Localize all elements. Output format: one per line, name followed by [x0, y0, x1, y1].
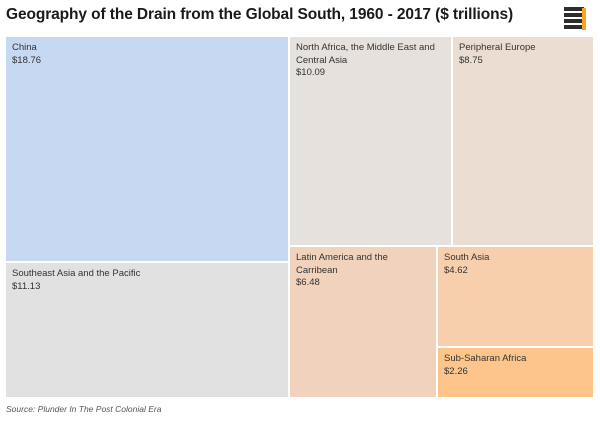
treemap-cell: Southeast Asia and the Pacific $11.13 — [5, 262, 289, 398]
treemap-cell-value: $6.48 — [296, 277, 320, 288]
treemap-cell-label: North Africa, the Middle East and Centra… — [296, 42, 435, 66]
treemap-cell: South Asia $4.62 — [437, 246, 594, 347]
treemap-cell-label: Latin America and the Carribean — [296, 252, 388, 276]
treemap-cell: Peripheral Europe $8.75 — [452, 36, 594, 246]
treemap-cell-label: Southeast Asia and the Pacific — [12, 268, 141, 279]
chart-title: Geography of the Drain from the Global S… — [6, 6, 514, 23]
treemap-cell-value: $10.09 — [296, 67, 326, 78]
treemap-cell: China $18.76 — [5, 36, 289, 262]
treemap-cell: Latin America and the Carribean $6.48 — [289, 246, 437, 398]
treemap-cell-label: China — [12, 42, 37, 53]
source-note: Source: Plunder In The Post Colonial Era — [6, 404, 162, 414]
treemap-cell-label: Sub-Saharan Africa — [444, 353, 527, 364]
treemap-cell-value: $2.26 — [444, 365, 468, 377]
treemap-cell-value: $8.75 — [459, 54, 483, 66]
stacked-bars-logo-icon — [564, 7, 586, 30]
treemap-cell-value: $4.62 — [444, 264, 468, 276]
treemap-cell: Sub-Saharan Africa $2.26 — [437, 347, 594, 398]
treemap-cell-value: $11.13 — [12, 280, 41, 292]
treemap-cell-value: $18.76 — [12, 54, 42, 66]
treemap-cell-label: Peripheral Europe — [459, 42, 536, 53]
treemap-cell-label: South Asia — [444, 252, 490, 263]
treemap-cell: North Africa, the Middle East and Centra… — [289, 36, 452, 246]
